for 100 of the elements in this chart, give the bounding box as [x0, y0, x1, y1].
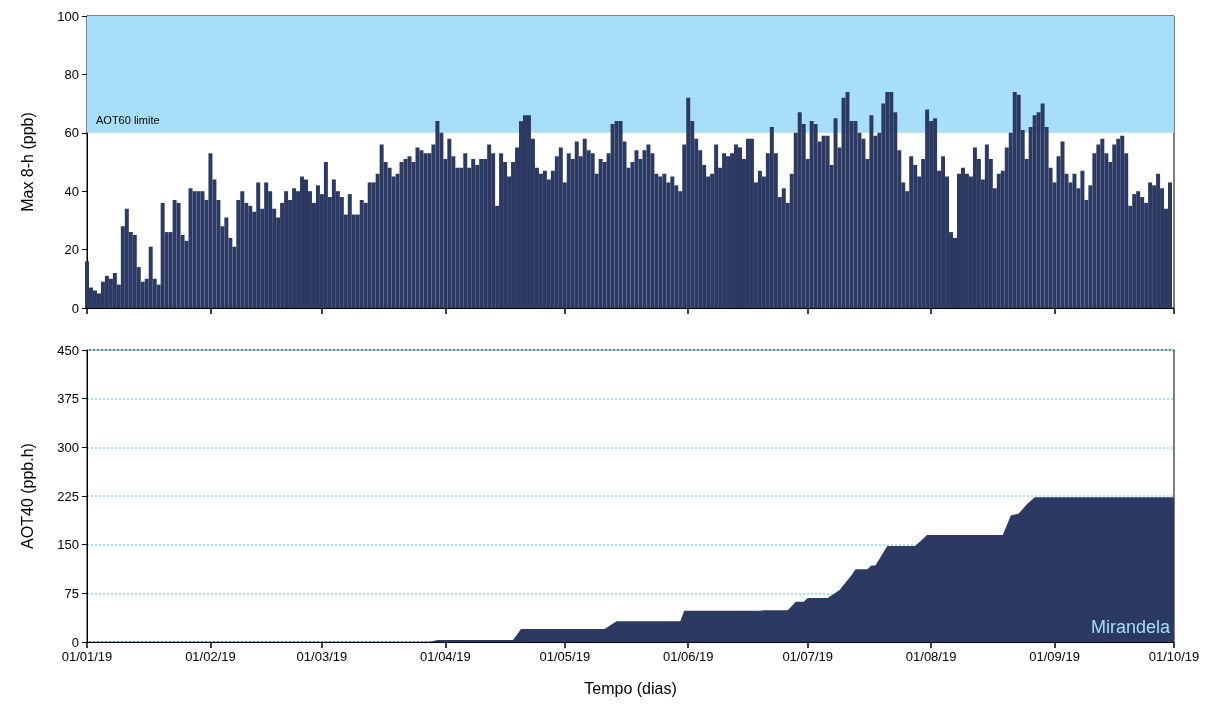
y-tick-label: 225	[57, 488, 79, 504]
bar	[1060, 141, 1065, 308]
bar	[359, 199, 364, 308]
bar	[821, 135, 826, 308]
bar	[264, 182, 269, 308]
bar	[248, 205, 253, 308]
bar	[323, 162, 328, 308]
bar	[542, 170, 547, 308]
bar	[347, 194, 352, 308]
y-tick-label: 300	[57, 439, 79, 455]
bar	[407, 156, 412, 308]
x-tick-label: 01/05/19	[539, 649, 591, 664]
x-tick-label: 01/07/19	[782, 649, 833, 664]
bar	[284, 191, 289, 308]
bar	[415, 147, 420, 308]
bar	[1156, 173, 1161, 308]
bar	[1132, 194, 1137, 308]
bar	[1120, 135, 1125, 308]
bar	[658, 176, 663, 308]
bar	[726, 156, 731, 308]
bar	[833, 118, 838, 308]
bar	[160, 202, 165, 308]
bar	[112, 272, 117, 308]
bar	[224, 217, 229, 308]
bar	[208, 153, 213, 308]
bar	[853, 121, 858, 308]
bar	[463, 153, 468, 308]
bar	[399, 162, 404, 308]
y-axis-title: AOT40 (ppb.h)	[18, 443, 36, 549]
band-label: AOT60 limite	[96, 114, 160, 127]
bar	[749, 138, 754, 308]
bar	[590, 153, 595, 308]
x-tick-label: 01/01/19	[61, 649, 113, 664]
bar	[714, 144, 719, 308]
bar	[188, 188, 193, 308]
bar	[618, 121, 623, 308]
y-tick-label: 40	[64, 183, 79, 199]
bar	[1136, 191, 1141, 308]
bar	[960, 167, 965, 308]
bar	[196, 191, 201, 308]
bar	[104, 275, 109, 308]
bar	[92, 290, 97, 308]
bar	[526, 115, 531, 308]
bar	[634, 150, 639, 308]
bar	[1032, 115, 1037, 308]
bar	[315, 185, 320, 308]
x-tick-label: 01/06/19	[662, 649, 714, 664]
annotation: Mirandela	[1090, 617, 1171, 637]
bar	[745, 138, 750, 308]
y-tick-label: 75	[64, 585, 79, 601]
bar	[889, 91, 894, 308]
bar	[1080, 170, 1085, 308]
bar	[909, 156, 914, 308]
y-tick-label: 0	[71, 634, 79, 650]
x-axis-title: Tempo (dias)	[584, 679, 677, 697]
bar	[1072, 173, 1077, 308]
bar	[1040, 103, 1045, 308]
bar	[1016, 94, 1021, 308]
bar	[769, 126, 774, 308]
bar	[240, 191, 245, 308]
bar	[996, 173, 1001, 308]
bar	[825, 135, 830, 308]
bar	[722, 153, 727, 308]
bar	[132, 235, 137, 308]
bar	[1100, 138, 1105, 308]
bar	[256, 182, 261, 308]
bar	[499, 153, 504, 308]
bar	[598, 159, 603, 308]
bar	[558, 147, 563, 308]
bar	[781, 188, 786, 308]
y-tick-label: 450	[57, 342, 79, 358]
bar	[1116, 138, 1121, 308]
bar	[610, 124, 615, 308]
bar	[646, 144, 651, 308]
y-tick-label: 375	[57, 391, 79, 407]
bar	[367, 182, 372, 308]
bar	[379, 144, 384, 308]
bar	[686, 97, 691, 308]
x-tick-label: 01/09/19	[1029, 649, 1080, 664]
y-tick-label: 20	[64, 242, 79, 258]
y-tick-label: 80	[64, 66, 79, 82]
bar	[574, 141, 579, 308]
bar	[1168, 182, 1173, 308]
y-tick-label: 100	[57, 8, 79, 24]
x-tick-label: 01/10/19	[1148, 649, 1200, 664]
bar	[479, 159, 484, 308]
bar	[172, 199, 177, 308]
bar	[670, 176, 675, 308]
bar	[614, 121, 619, 308]
bar	[885, 91, 890, 308]
bar	[403, 159, 408, 308]
bar	[566, 153, 571, 308]
bar	[925, 109, 930, 308]
bar	[1148, 182, 1153, 308]
bar	[734, 144, 739, 308]
bar	[797, 112, 802, 308]
x-tick-label: 01/08/19	[905, 649, 957, 664]
bar	[972, 147, 977, 308]
bar	[176, 202, 181, 308]
bar	[423, 153, 428, 308]
